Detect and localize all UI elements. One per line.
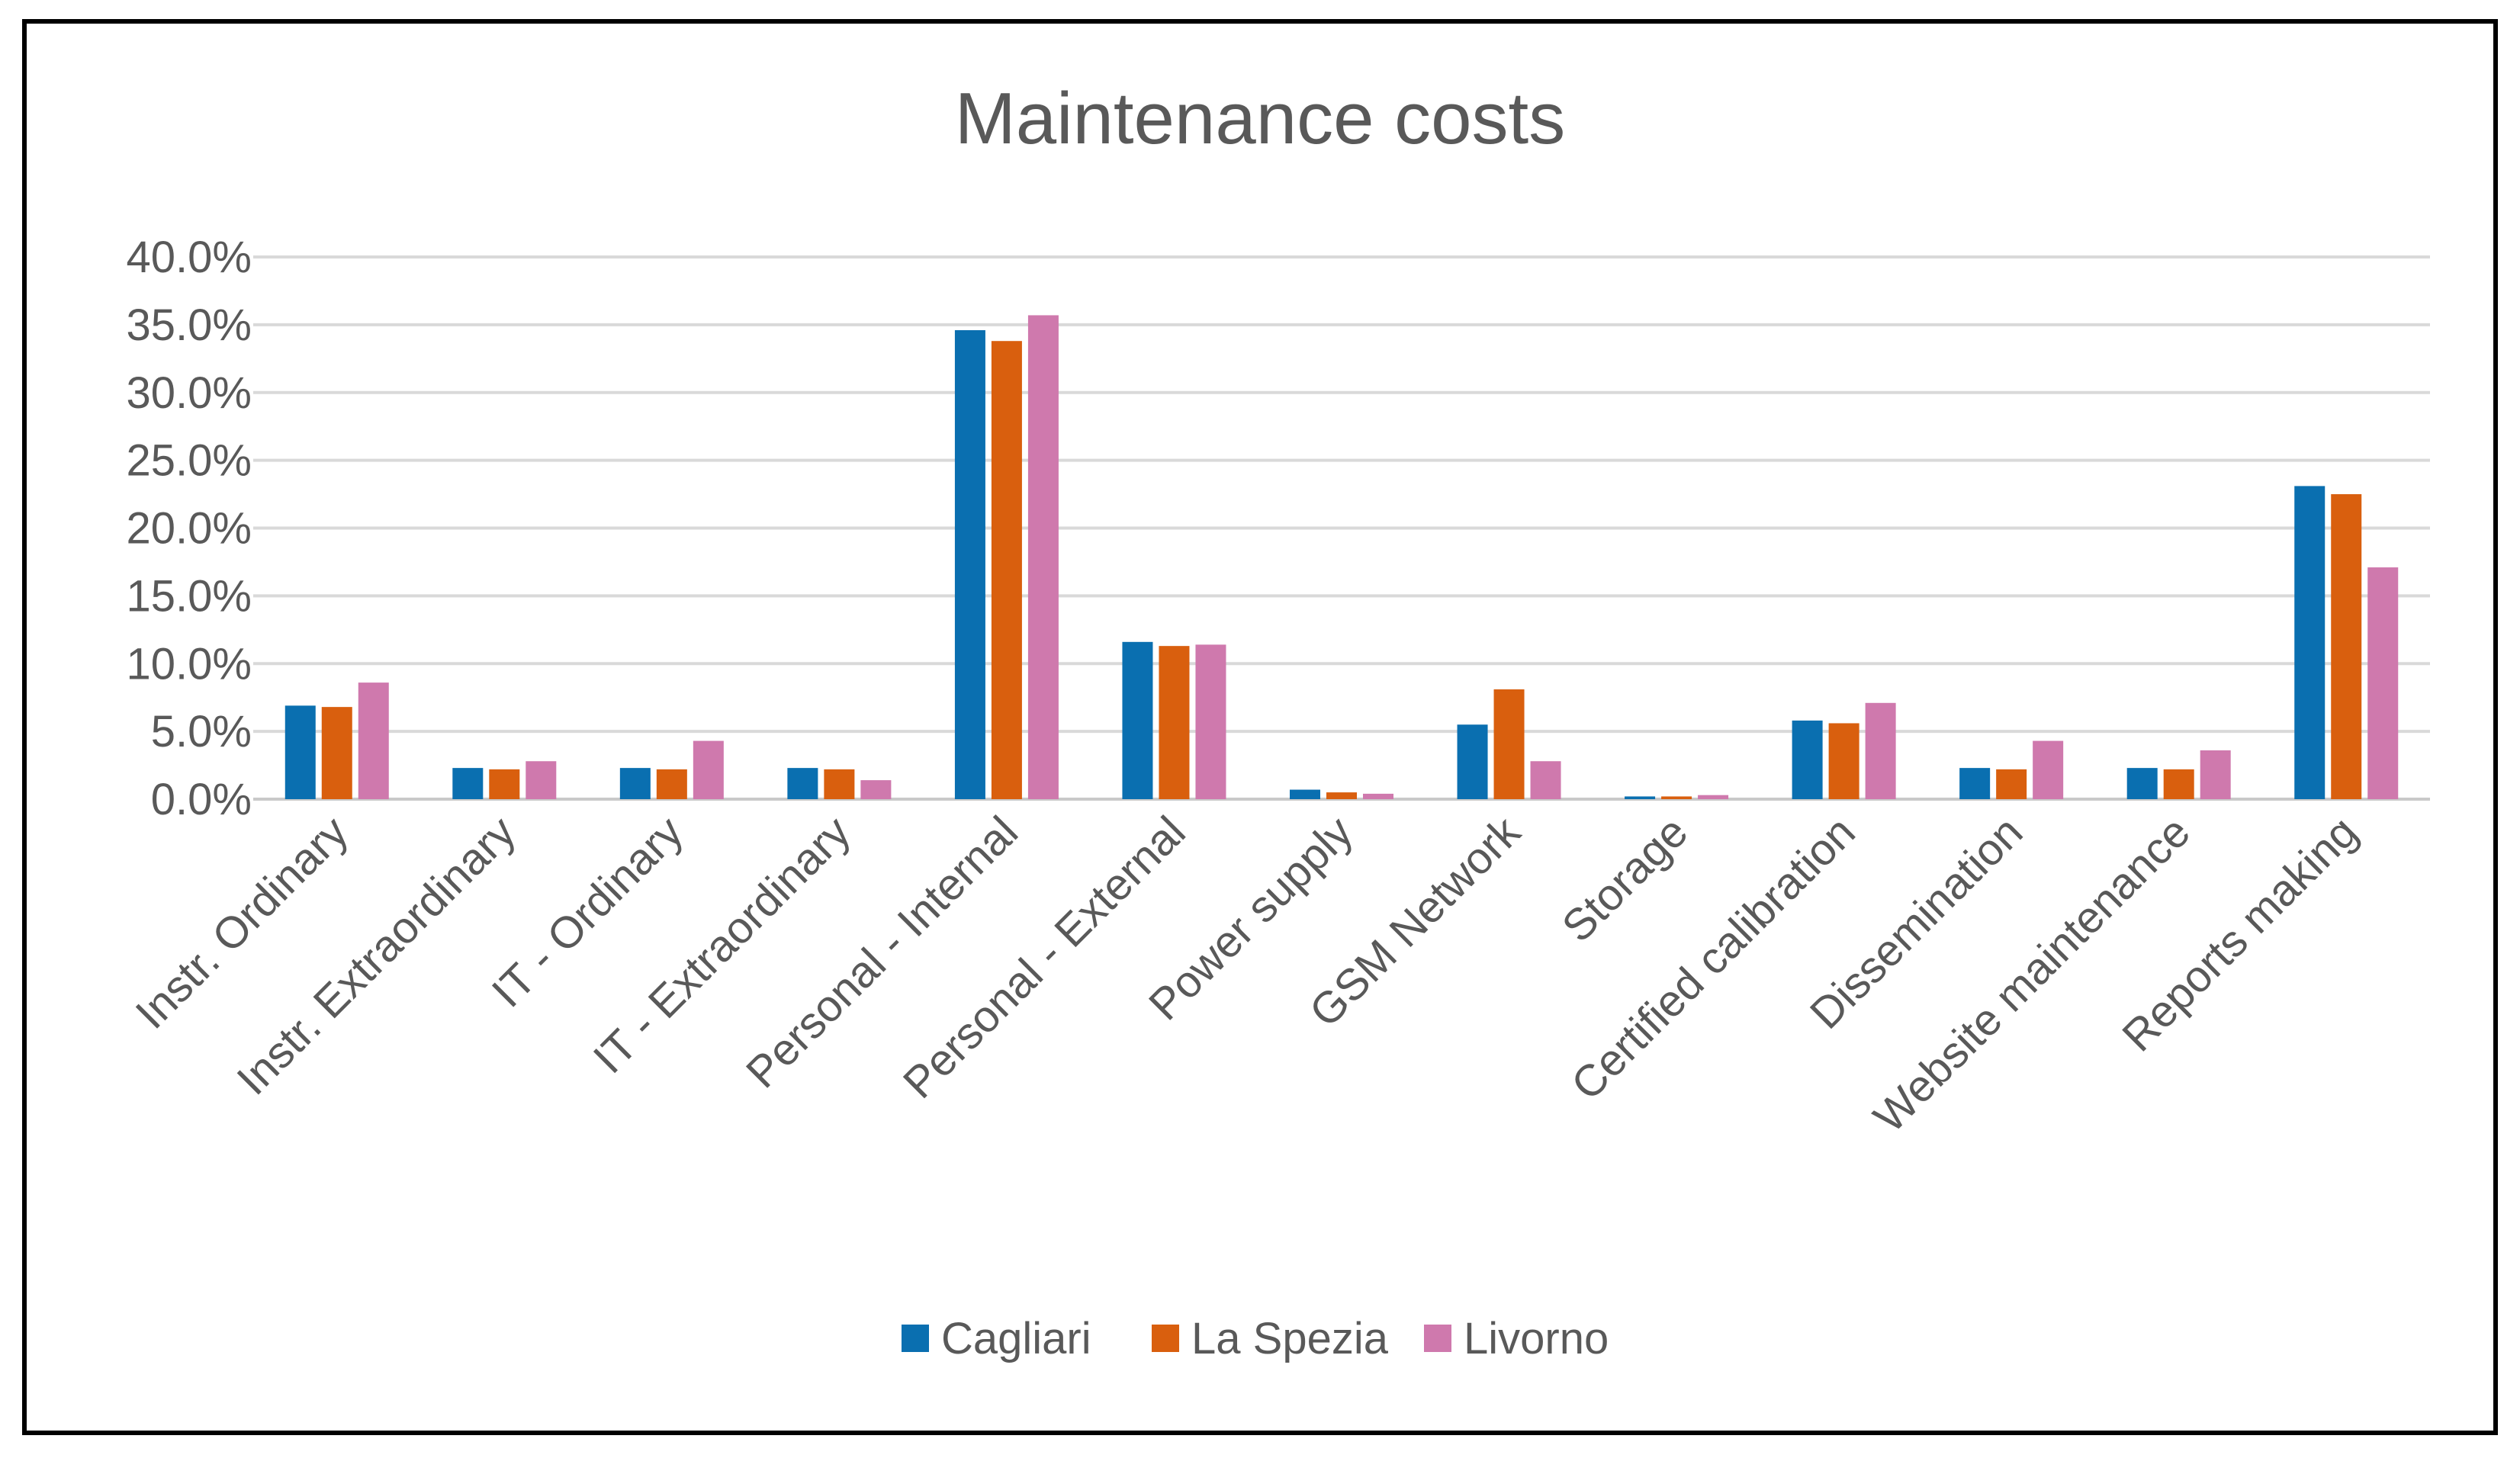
bar-cagliari-6 xyxy=(1290,789,1320,799)
bar-la-spezia-6 xyxy=(1326,792,1357,799)
bar-livorno-6 xyxy=(1363,793,1393,799)
legend: Cagliari La Spezia Livorno xyxy=(902,1314,1609,1363)
y-tick-label: 20.0% xyxy=(127,504,252,554)
legend-swatch xyxy=(1424,1325,1451,1352)
y-tick-label: 5.0% xyxy=(151,707,252,756)
y-tick-label: 30.0% xyxy=(127,368,252,418)
bar-livorno-9 xyxy=(1865,702,1896,799)
bar-livorno-12 xyxy=(2367,567,2399,799)
bar-cagliari-9 xyxy=(1792,720,1823,799)
bar-livorno-11 xyxy=(2200,750,2231,799)
bar-cagliari-10 xyxy=(1959,768,1991,799)
bar-cagliari-5 xyxy=(1122,641,1153,799)
bars xyxy=(284,315,2399,800)
y-tick-label: 0.0% xyxy=(151,775,252,824)
y-tick-label: 15.0% xyxy=(127,571,252,621)
bar-la-spezia-2 xyxy=(656,769,687,799)
bar-la-spezia-12 xyxy=(2331,494,2362,799)
y-tick-label: 10.0% xyxy=(127,639,252,689)
y-tick-label: 25.0% xyxy=(127,436,252,486)
bar-livorno-5 xyxy=(1195,644,1226,799)
bar-cagliari-3 xyxy=(787,768,818,799)
bar-livorno-3 xyxy=(860,780,892,799)
legend-swatch xyxy=(902,1325,929,1352)
bar-cagliari-12 xyxy=(2294,486,2326,799)
y-axis-tick-labels: 0.0% 5.0% 10.0% 15.0% 20.0% 25.0% 30.0% 35.0% 40… xyxy=(127,233,252,824)
grid-lines xyxy=(253,255,2430,801)
bar-livorno-0 xyxy=(358,682,389,799)
bar-la-spezia-9 xyxy=(1828,723,1859,799)
bar-livorno-2 xyxy=(693,740,724,799)
legend-item-cagliari: Cagliari xyxy=(902,1314,1091,1363)
legend-label: Livorno xyxy=(1464,1314,1609,1363)
legend-label: La Spezia xyxy=(1191,1314,1389,1363)
bar-livorno-10 xyxy=(2033,740,2064,799)
bar-cagliari-8 xyxy=(1625,796,1656,799)
bar-la-spezia-10 xyxy=(1996,769,2027,799)
bar-livorno-7 xyxy=(1530,761,1561,799)
y-tick-label: 35.0% xyxy=(127,300,252,350)
legend-label: Cagliari xyxy=(941,1314,1091,1363)
bar-la-spezia-5 xyxy=(1159,646,1190,799)
bar-la-spezia-8 xyxy=(1661,796,1692,799)
bar-livorno-4 xyxy=(1027,315,1059,799)
bar-cagliari-1 xyxy=(452,768,484,799)
bar-la-spezia-3 xyxy=(824,769,855,799)
legend-item-la-spezia: La Spezia xyxy=(1152,1314,1389,1363)
legend-swatch xyxy=(1152,1325,1179,1352)
bar-livorno-8 xyxy=(1698,795,1729,799)
bar-cagliari-2 xyxy=(619,768,651,799)
bar-la-spezia-0 xyxy=(321,707,352,799)
bar-livorno-1 xyxy=(526,761,557,799)
legend-item-livorno: Livorno xyxy=(1424,1314,1609,1363)
bar-la-spezia-4 xyxy=(991,341,1022,800)
bar-cagliari-11 xyxy=(2126,768,2158,799)
bar-la-spezia-11 xyxy=(2163,769,2194,799)
bar-la-spezia-1 xyxy=(489,769,520,799)
chart-title: Maintenance costs xyxy=(955,78,1565,159)
bar-cagliari-0 xyxy=(284,705,316,799)
bar-cagliari-7 xyxy=(1457,724,1488,799)
y-tick-label: 40.0% xyxy=(127,233,252,282)
bar-la-spezia-7 xyxy=(1493,689,1525,799)
chart-border xyxy=(22,19,2498,1435)
bar-cagliari-4 xyxy=(954,329,985,799)
